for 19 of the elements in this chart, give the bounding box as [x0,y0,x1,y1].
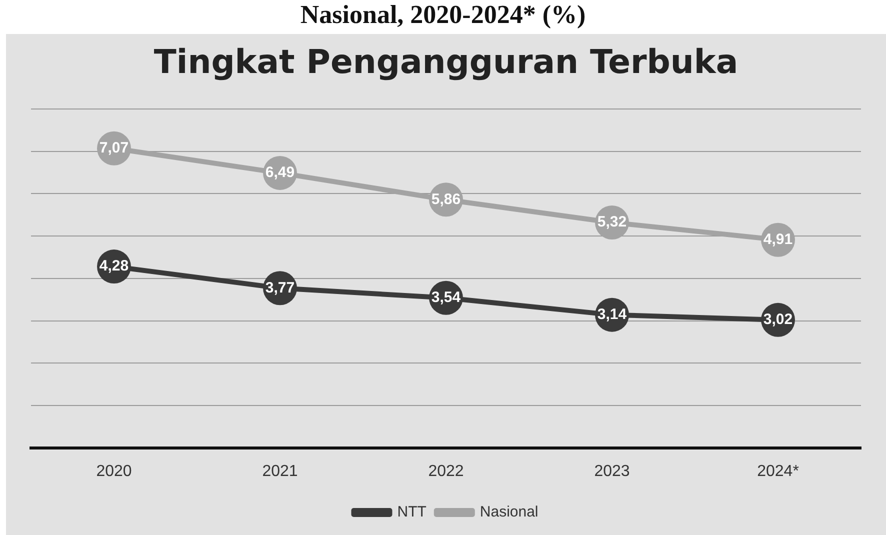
data-label: 3,54 [431,289,462,306]
legend-label: Nasional [480,504,538,521]
x-tick-label: 2022 [428,462,464,480]
x-tick-label: 2024* [757,462,799,480]
data-label: 6,49 [265,164,295,182]
legend-label: NTT [397,504,426,521]
data-label: 3,77 [265,279,295,296]
data-label: 3,02 [763,311,793,328]
x-tick-label: 2023 [594,462,630,480]
text: Nasional, 2020-2024* (%) [299,0,587,30]
x-tick-label: 2021 [262,462,298,480]
data-label: 3,14 [597,306,628,323]
data-label: 5,86 [431,190,461,208]
chart-title: Tingkat Pengangguran Terbuka [152,42,740,81]
data-label: 5,32 [597,214,627,231]
x-tick-label: 2020 [96,462,132,480]
data-label: 4,28 [99,258,129,275]
data-label: 4,91 [763,231,793,248]
data-label: 7,07 [99,140,129,157]
